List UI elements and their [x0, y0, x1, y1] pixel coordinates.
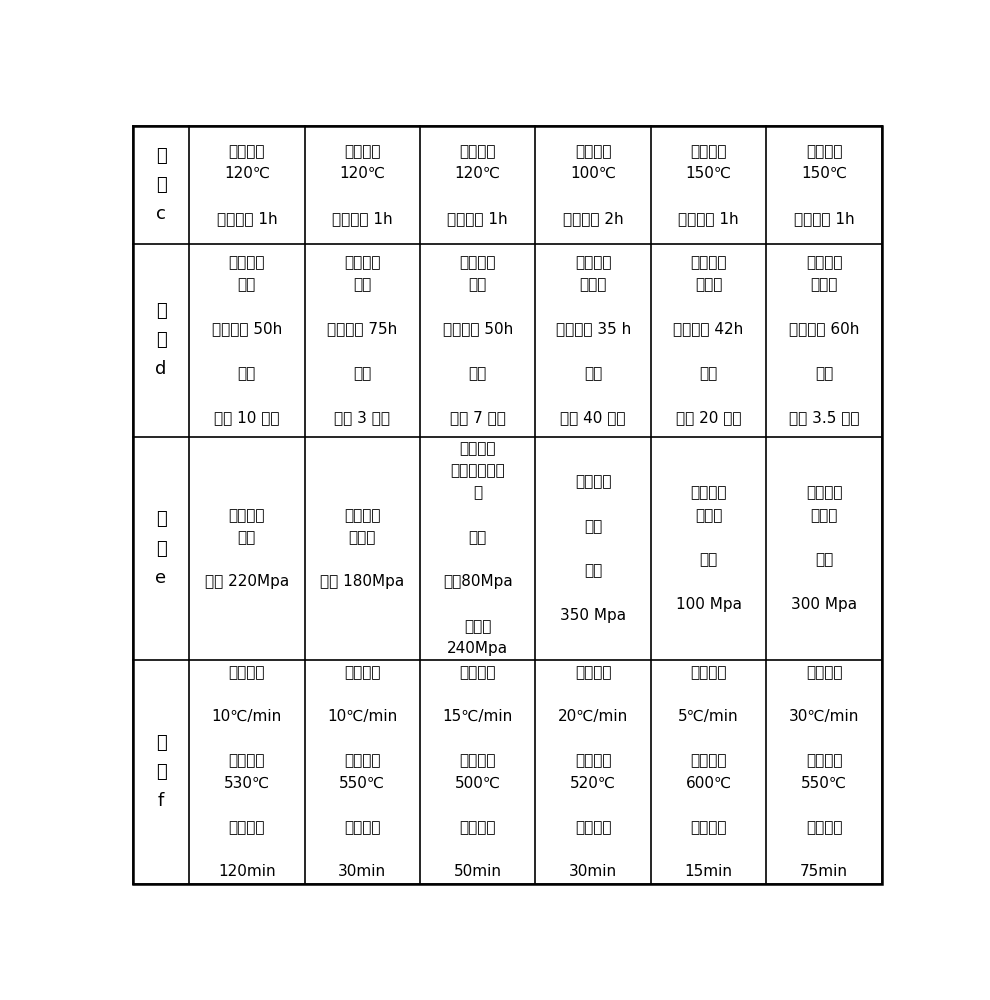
Text: 球磨介质
氧化锆

球磨时间 42h

粒径

小于 20 微米: 球磨介质 氧化锆 球磨时间 42h 粒径 小于 20 微米	[673, 255, 743, 425]
Text: 升温速率

30℃/min

烧结温度
550℃

保温时间

75min: 升温速率 30℃/min 烧结温度 550℃ 保温时间 75min	[789, 665, 859, 879]
Text: 步
骤
f: 步 骤 f	[155, 734, 166, 810]
Text: 烘干温度
150℃

烘干时间 1h: 烘干温度 150℃ 烘干时间 1h	[794, 144, 854, 226]
Text: 成型方式
等静压

压力

100 Mpa: 成型方式 等静压 压力 100 Mpa	[675, 486, 742, 612]
Text: 成型方式
干压

压力 220Mpa: 成型方式 干压 压力 220Mpa	[205, 508, 289, 589]
Text: 烘干温度
100℃

烘干时间 2h: 烘干温度 100℃ 烘干时间 2h	[563, 144, 624, 226]
Text: 烘干温度
120℃

烘干时间 1h: 烘干温度 120℃ 烘干时间 1h	[217, 144, 277, 226]
Text: 成型方式

干压

压力

350 Mpa: 成型方式 干压 压力 350 Mpa	[560, 474, 627, 623]
Text: 步
骤
e: 步 骤 e	[155, 510, 166, 587]
Text: 步
骤
c: 步 骤 c	[155, 147, 166, 223]
Text: 球磨介质
玛瑙

球磨时间 50h

粒径

小于 10 微米: 球磨介质 玛瑙 球磨时间 50h 粒径 小于 10 微米	[212, 255, 282, 425]
Text: 步
骤
d: 步 骤 d	[155, 302, 166, 378]
Text: 成型方式
先干压后等静
压

压力

干压80Mpa

等静压
240Mpa: 成型方式 先干压后等静 压 压力 干压80Mpa 等静压 240Mpa	[443, 441, 513, 656]
Text: 升温速率

10℃/min

烧结温度
530℃

保温时间

120min: 升温速率 10℃/min 烧结温度 530℃ 保温时间 120min	[212, 665, 282, 879]
Text: 升温速率

10℃/min

烧结温度
550℃

保温时间

30min: 升温速率 10℃/min 烧结温度 550℃ 保温时间 30min	[327, 665, 397, 879]
Text: 升温速率

15℃/min

烧结温度
500℃

保温时间

50min: 升温速率 15℃/min 烧结温度 500℃ 保温时间 50min	[443, 665, 513, 879]
Text: 球磨介质
玛瑙

球磨时间 75h

粒径

小于 3 微米: 球磨介质 玛瑙 球磨时间 75h 粒径 小于 3 微米	[327, 255, 397, 425]
Text: 成型方式
等静压

压力

300 Mpa: 成型方式 等静压 压力 300 Mpa	[791, 486, 857, 612]
Text: 升温速率

5℃/min

烧结温度
600℃

保温时间

15min: 升温速率 5℃/min 烧结温度 600℃ 保温时间 15min	[678, 665, 739, 879]
Text: 球磨介质
玛瑙

球磨时间 50h

粒径

小于 7 微米: 球磨介质 玛瑙 球磨时间 50h 粒径 小于 7 微米	[443, 255, 513, 425]
Text: 烘干温度
120℃

烘干时间 1h: 烘干温度 120℃ 烘干时间 1h	[447, 144, 508, 226]
Text: 烘干温度
150℃

烘干时间 1h: 烘干温度 150℃ 烘干时间 1h	[678, 144, 739, 226]
Text: 球磨介质
氧化锆

球磨时间 60h

粒径

小于 3.5 微米: 球磨介质 氧化锆 球磨时间 60h 粒径 小于 3.5 微米	[789, 255, 859, 425]
Text: 升温速率

20℃/min

烧结温度
520℃

保温时间

30min: 升温速率 20℃/min 烧结温度 520℃ 保温时间 30min	[558, 665, 629, 879]
Text: 成型方式
等静压

压力 180Mpa: 成型方式 等静压 压力 180Mpa	[320, 508, 404, 589]
Text: 球磨介质
氧化锆

球磨时间 35 h

粒径

小于 40 微米: 球磨介质 氧化锆 球磨时间 35 h 粒径 小于 40 微米	[555, 255, 631, 425]
Text: 烘干温度
120℃

烘干时间 1h: 烘干温度 120℃ 烘干时间 1h	[332, 144, 393, 226]
